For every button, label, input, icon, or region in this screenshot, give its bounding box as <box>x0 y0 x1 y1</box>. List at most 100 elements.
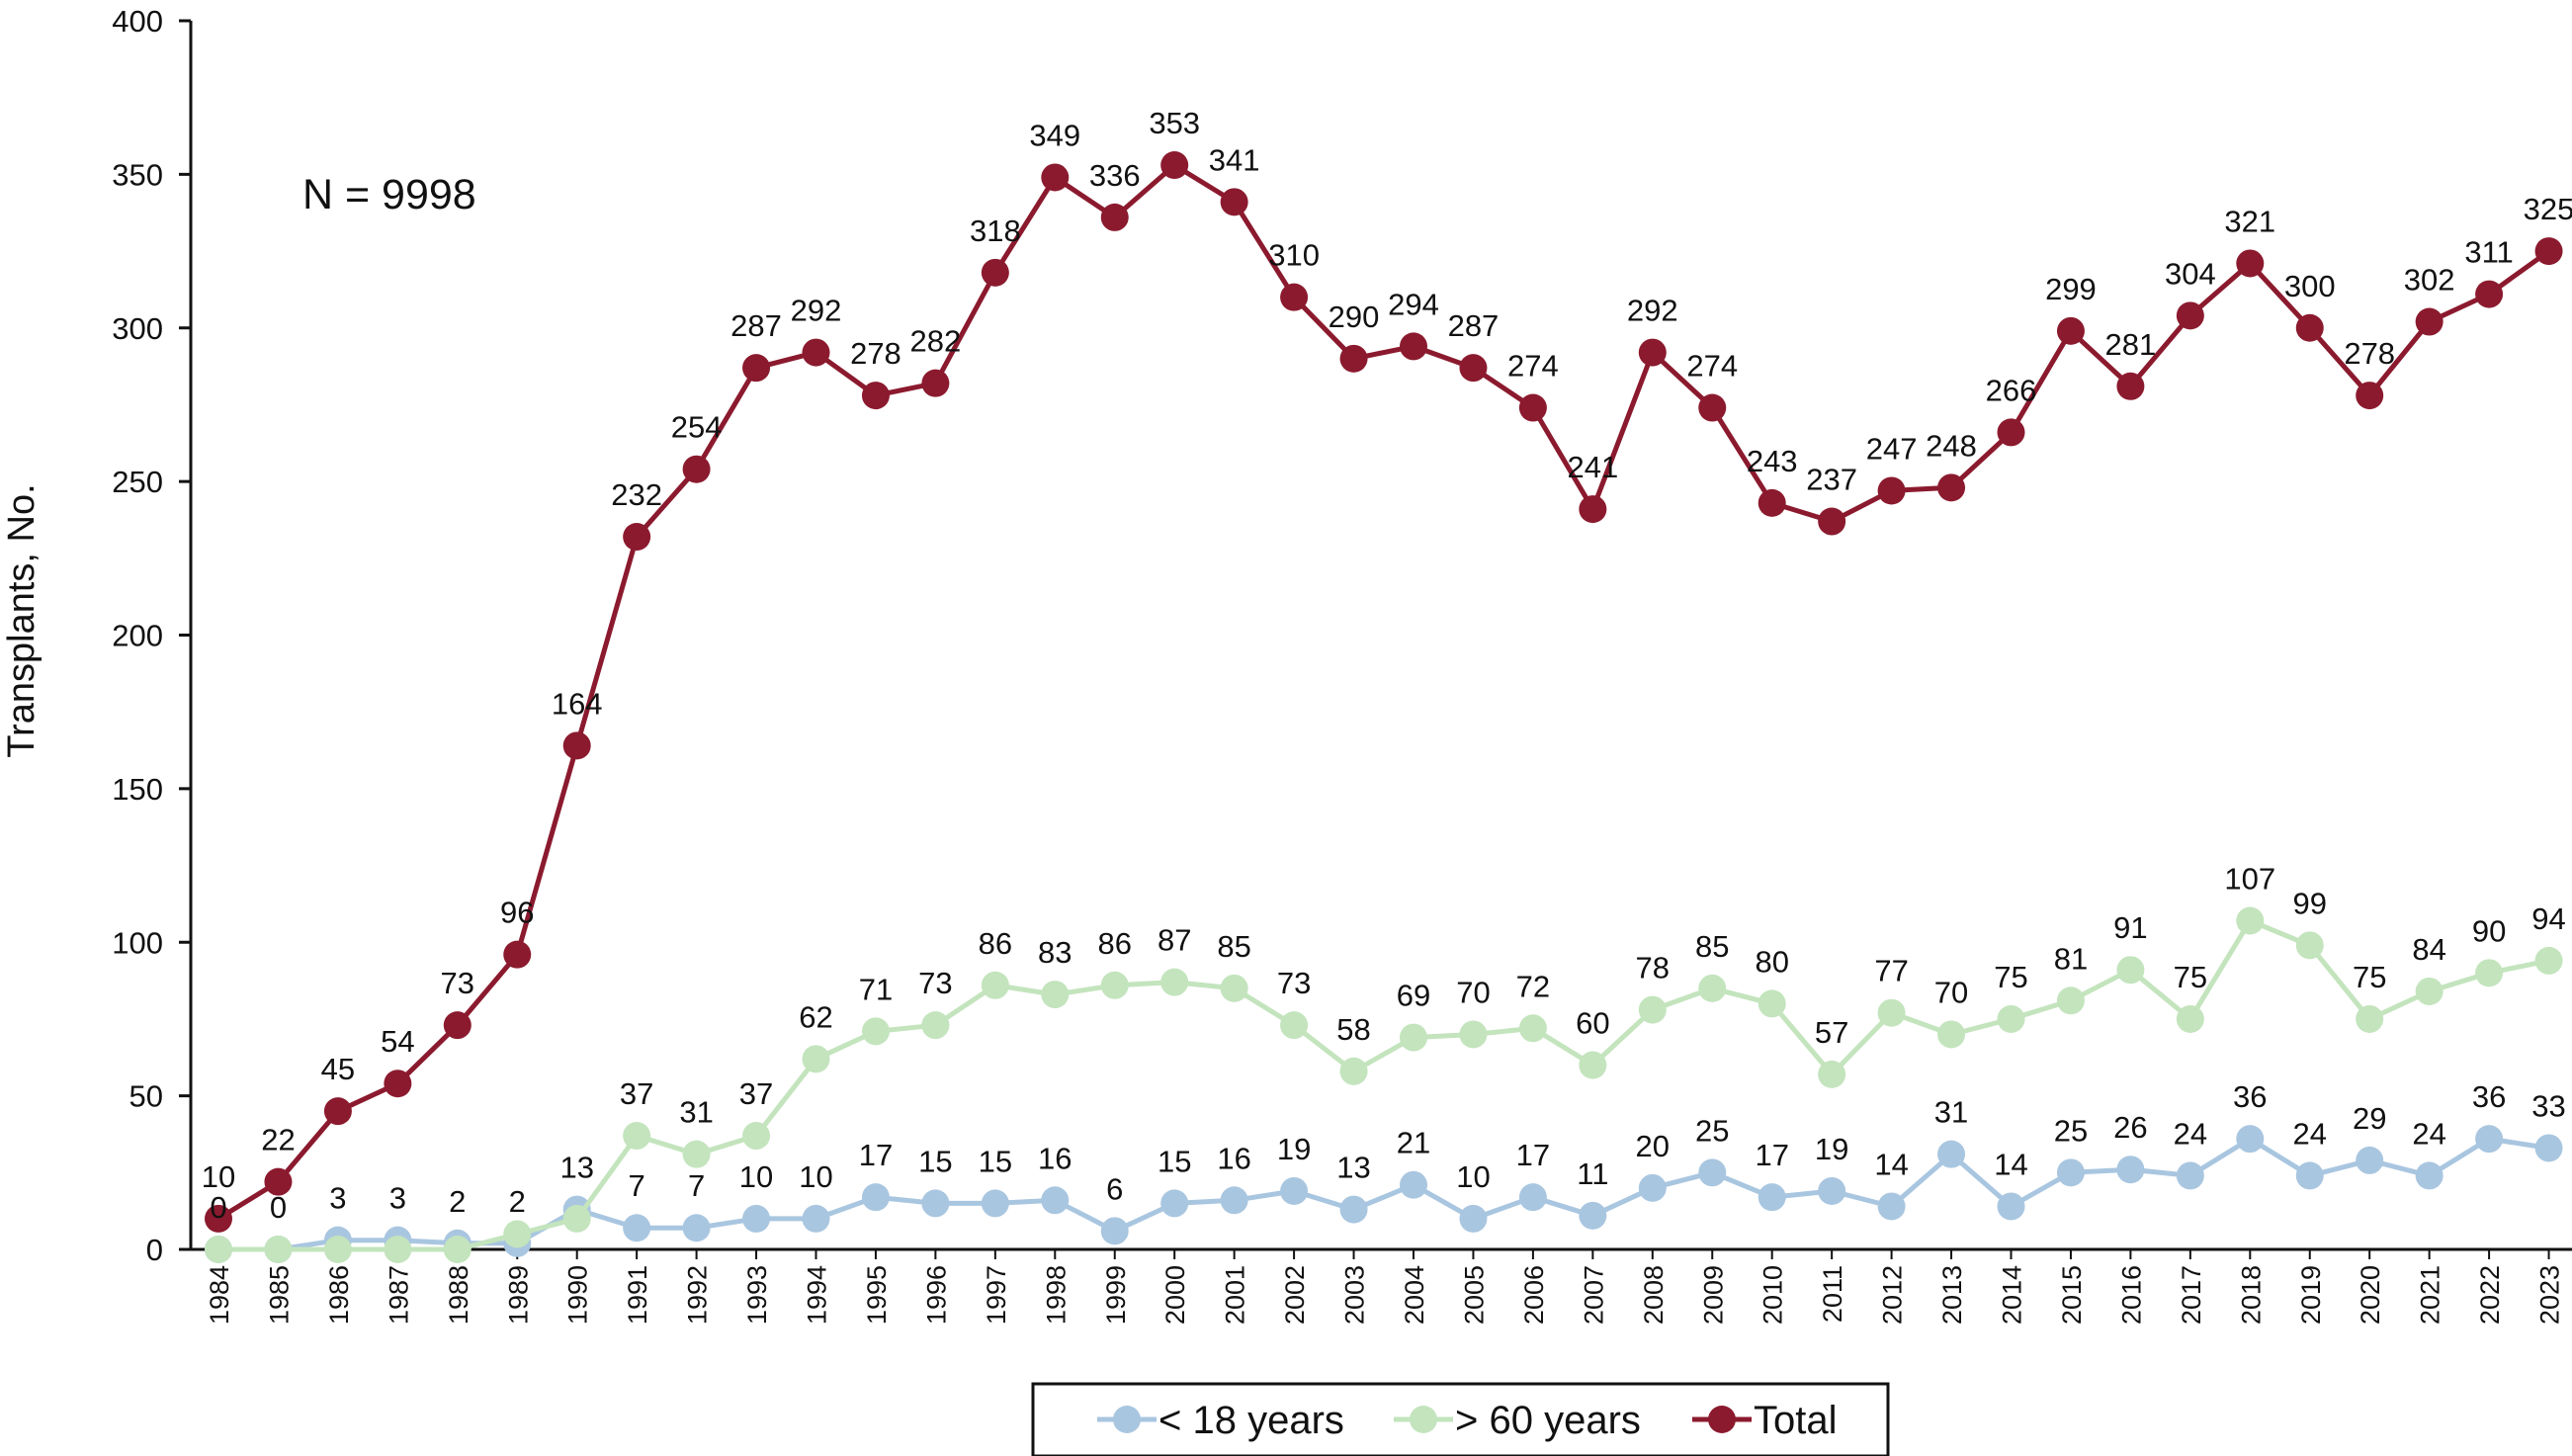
data-point-60-years <box>562 1204 591 1233</box>
data-label-total: 300 <box>2284 269 2336 303</box>
data-label-18-years: 24 <box>2174 1116 2207 1151</box>
data-label-total: 336 <box>1089 158 1141 193</box>
x-tick-label: 2022 <box>2475 1265 2505 1325</box>
legend-label-total: Total <box>1754 1399 1838 1442</box>
data-point-18-years <box>2356 1146 2384 1174</box>
data-label-18-years: 21 <box>1397 1126 1430 1160</box>
data-label-60-years: 75 <box>2174 960 2207 994</box>
data-label-total: 287 <box>730 308 782 343</box>
data-point-total <box>742 354 771 383</box>
data-point-60-years <box>623 1122 651 1151</box>
data-label-18-years: 16 <box>1217 1141 1250 1175</box>
data-label-60-years: 73 <box>1277 966 1311 1000</box>
data-point-total <box>2295 313 2324 342</box>
legend-label-60-years: > 60 years <box>1455 1399 1641 1442</box>
data-label-total: 232 <box>611 477 662 512</box>
data-label-60-years: 80 <box>1755 944 1788 979</box>
x-tick-label: 2011 <box>1818 1265 1847 1323</box>
x-tick-label: 2002 <box>1280 1265 1310 1325</box>
y-tick-label: 300 <box>112 311 163 346</box>
data-point-60-years <box>2415 977 2443 1005</box>
data-point-60-years <box>1160 968 1189 996</box>
legend-marker-60-years <box>1410 1406 1437 1433</box>
data-point-total <box>1638 338 1667 367</box>
data-point-total <box>205 1204 232 1233</box>
x-tick-label: 1984 <box>205 1265 234 1325</box>
data-label-total: 294 <box>1388 287 1439 321</box>
y-tick-label: 150 <box>112 772 163 807</box>
y-tick-label: 50 <box>129 1079 163 1114</box>
data-label-total: 321 <box>2224 204 2275 238</box>
data-point-18-years <box>2056 1158 2085 1187</box>
x-tick-label: 1995 <box>862 1265 892 1325</box>
y-tick-label: 100 <box>112 925 163 960</box>
data-label-total: 310 <box>1268 238 1320 273</box>
x-tick-label: 2021 <box>2416 1265 2445 1325</box>
data-label-60-years: 70 <box>1934 975 1968 1009</box>
data-point-60-years <box>1459 1020 1488 1049</box>
data-point-total <box>1818 507 1846 536</box>
data-label-total: 164 <box>552 686 603 721</box>
data-point-total <box>1339 344 1368 373</box>
data-point-60-years <box>742 1122 771 1151</box>
data-label-60-years: 37 <box>620 1076 653 1111</box>
data-point-18-years <box>2415 1161 2443 1190</box>
data-label-18-years: 2 <box>509 1184 526 1219</box>
data-point-total <box>802 338 830 367</box>
x-tick-label: 1989 <box>503 1265 533 1325</box>
data-point-60-years <box>1698 974 1727 1002</box>
x-tick-label: 2003 <box>1340 1265 1370 1325</box>
data-point-18-years <box>2295 1161 2324 1190</box>
data-label-18-years: 25 <box>2054 1113 2088 1148</box>
data-label-total: 318 <box>970 214 1021 248</box>
series-layer <box>205 151 2563 1263</box>
data-point-18-years <box>1758 1183 1786 1212</box>
data-point-60-years <box>2116 956 2145 985</box>
data-label-total: 10 <box>202 1159 235 1194</box>
data-point-18-years <box>2236 1125 2265 1154</box>
x-tick-label: 1994 <box>803 1265 832 1325</box>
x-tick-label: 2013 <box>1937 1265 1967 1325</box>
x-tick-label: 2014 <box>1998 1265 2027 1325</box>
data-point-total <box>2475 280 2504 308</box>
data-point-60-years <box>682 1140 711 1168</box>
x-tick-label: 2006 <box>1519 1265 1549 1325</box>
data-point-total <box>2534 237 2563 266</box>
data-label-18-years: 10 <box>1456 1159 1490 1194</box>
data-label-18-years: 24 <box>2293 1116 2327 1151</box>
data-label-18-years: 14 <box>1994 1147 2027 1181</box>
data-point-18-years <box>1937 1140 1966 1168</box>
data-point-60-years <box>802 1045 830 1073</box>
data-point-total <box>2176 301 2204 330</box>
data-label-18-years: 15 <box>918 1144 952 1178</box>
data-label-60-years: 62 <box>799 999 832 1034</box>
data-label-60-years: 78 <box>1636 951 1670 985</box>
data-point-total <box>1100 203 1129 231</box>
x-tick-label: 1985 <box>264 1265 294 1325</box>
data-label-total: 22 <box>261 1123 295 1157</box>
data-label-18-years: 25 <box>1695 1113 1729 1148</box>
data-point-total <box>1459 354 1488 383</box>
data-point-60-years <box>323 1236 352 1263</box>
data-label-18-years: 10 <box>739 1159 773 1194</box>
data-point-60-years <box>2056 986 2085 1015</box>
x-tick-label: 2004 <box>1400 1265 1429 1325</box>
x-tick-label: 2015 <box>2057 1265 2087 1325</box>
data-point-18-years <box>981 1189 1009 1218</box>
data-point-60-years <box>1758 989 1786 1018</box>
data-point-60-years <box>981 971 1009 999</box>
data-label-total: 287 <box>1448 308 1500 343</box>
data-point-total <box>623 523 651 552</box>
data-label-total: 281 <box>2105 327 2157 362</box>
data-point-total <box>2356 382 2384 410</box>
data-point-60-years <box>861 1017 890 1046</box>
data-point-total <box>921 369 950 397</box>
data-label-total: 292 <box>791 294 842 328</box>
data-point-total <box>1518 393 1547 422</box>
data-label-total: 290 <box>1329 300 1380 334</box>
data-label-total: 349 <box>1029 118 1080 152</box>
data-point-18-years <box>1877 1192 1906 1221</box>
